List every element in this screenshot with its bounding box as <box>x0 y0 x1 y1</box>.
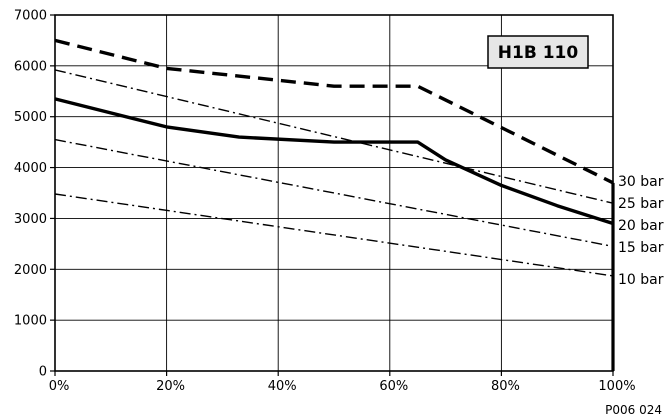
model-label: H1B 110 <box>498 43 579 63</box>
x-tick-label: 40% <box>268 379 297 394</box>
y-tick-label: 6000 <box>14 59 47 74</box>
y-tick-label: 0 <box>39 365 47 380</box>
series-label-20-bar: 20 bar <box>618 218 664 234</box>
series-line-15-bar <box>54 138 614 248</box>
y-tick-label: 5000 <box>14 110 47 125</box>
plot-frame <box>54 14 614 372</box>
series-line-10-bar <box>54 193 614 277</box>
series-line-30-bar <box>54 38 614 185</box>
series-label-10-bar: 10 bar <box>618 272 664 288</box>
axes <box>50 14 614 376</box>
x-tick-label: 60% <box>379 379 408 394</box>
series-line-25-bar <box>54 69 614 204</box>
series-lines <box>54 38 615 371</box>
x-tick-label: 20% <box>156 379 185 394</box>
y-tick-label: 3000 <box>14 212 47 227</box>
model-label-background <box>487 35 589 69</box>
series-line-20-bar <box>54 97 614 226</box>
y-tick-label: 7000 <box>14 9 47 24</box>
x-tick-label: 80% <box>491 379 520 394</box>
labels: 0 1000 2000 3000 4000 5000 6000 7000 0% 20% 40% 60%… <box>14 9 664 395</box>
series-label-30-bar: 30 bar <box>618 174 664 190</box>
x-tick-label: 100% <box>598 379 635 394</box>
model-label-box: H1B 110 <box>487 35 589 69</box>
series-label-25-bar: 25 bar <box>618 196 664 212</box>
y-tick-label: 4000 <box>14 161 47 176</box>
y-tick-label: 2000 <box>14 263 47 278</box>
x-tick-label: 0% <box>49 379 70 394</box>
y-tick-label: 1000 <box>14 314 47 329</box>
series-label-15-bar: 15 bar <box>618 240 664 256</box>
figure-code: P006 024 <box>605 403 662 417</box>
